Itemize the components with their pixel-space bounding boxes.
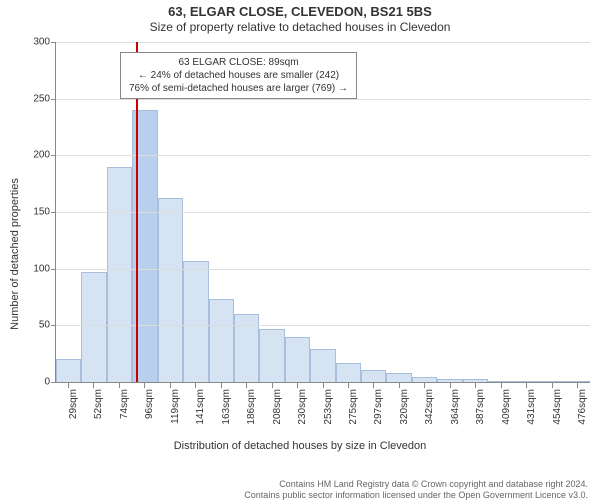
x-tick-mark	[373, 383, 374, 388]
histogram-bar	[285, 337, 310, 382]
footer-line-1: Contains HM Land Registry data © Crown c…	[244, 479, 588, 490]
histogram-bar	[310, 349, 335, 382]
x-tick-mark	[297, 383, 298, 388]
x-tick-label: 342sqm	[424, 389, 435, 425]
x-tick-label: 320sqm	[399, 389, 410, 425]
x-tick-mark	[399, 383, 400, 388]
footer-line-2: Contains public sector information licen…	[244, 490, 588, 501]
histogram-bar	[564, 381, 589, 382]
x-tick-mark	[552, 383, 553, 388]
x-tick-mark	[119, 383, 120, 388]
x-tick-mark	[144, 383, 145, 388]
info-line-subject: 63 ELGAR CLOSE: 89sqm	[129, 56, 348, 69]
histogram-bar	[209, 299, 234, 382]
x-tick-label: 208sqm	[272, 389, 283, 425]
x-tick-label: 141sqm	[195, 389, 206, 425]
x-tick-label: 186sqm	[246, 389, 257, 425]
y-axis-label: Number of detached properties	[9, 104, 21, 404]
x-tick-mark	[526, 383, 527, 388]
x-tick-label: 409sqm	[501, 389, 512, 425]
info-line-larger: 76% of semi-detached houses are larger (…	[129, 82, 348, 95]
x-tick-mark	[221, 383, 222, 388]
x-tick-label: 454sqm	[552, 389, 563, 425]
x-tick-label: 275sqm	[348, 389, 359, 425]
x-axis-label: Distribution of detached houses by size …	[0, 440, 600, 452]
histogram-bar	[158, 198, 183, 382]
info-callout-box: 63 ELGAR CLOSE: 89sqm ← 24% of detached …	[120, 52, 357, 99]
x-tick-label: 431sqm	[526, 389, 537, 425]
histogram-bar	[463, 379, 488, 382]
histogram-bar	[361, 370, 386, 382]
histogram-bar	[81, 272, 106, 382]
x-tick-mark	[93, 383, 94, 388]
histogram-bar	[488, 381, 513, 382]
histogram-bar	[107, 167, 132, 382]
x-tick-mark	[348, 383, 349, 388]
page-title: 63, ELGAR CLOSE, CLEVEDON, BS21 5BS	[0, 4, 600, 20]
x-tick-label: 364sqm	[450, 389, 461, 425]
x-tick-label: 29sqm	[68, 389, 79, 419]
x-tick-mark	[323, 383, 324, 388]
x-tick-label: 52sqm	[93, 389, 104, 419]
x-tick-mark	[424, 383, 425, 388]
x-tick-mark	[68, 383, 69, 388]
y-tick-label: 200	[33, 150, 56, 161]
x-tick-label: 119sqm	[170, 389, 181, 424]
x-tick-mark	[450, 383, 451, 388]
x-ticks-row: 29sqm 52sqm 74sqm 96sqm 119sqm 141sqm 163sqm 18…	[55, 383, 590, 438]
x-tick-mark	[195, 383, 196, 388]
y-tick-label: 250	[33, 93, 56, 104]
y-tick-label: 150	[33, 206, 56, 217]
x-tick-label: 96sqm	[144, 389, 155, 419]
histogram-bar	[259, 329, 284, 382]
x-tick-mark	[577, 383, 578, 388]
x-tick-mark	[170, 383, 171, 388]
histogram-bar	[514, 381, 539, 382]
footer-attribution: Contains HM Land Registry data © Crown c…	[244, 479, 588, 501]
histogram-bar	[183, 261, 208, 382]
x-tick-label: 253sqm	[323, 389, 334, 425]
histogram-bar	[412, 377, 437, 382]
histogram-bar	[437, 379, 462, 382]
page-subtitle: Size of property relative to detached ho…	[0, 20, 600, 34]
x-tick-label: 163sqm	[221, 389, 232, 425]
histogram-bar	[234, 314, 259, 382]
histogram-bar	[56, 359, 81, 382]
y-tick-label: 100	[33, 263, 56, 274]
histogram-bar	[336, 363, 361, 382]
x-tick-mark	[475, 383, 476, 388]
histogram-bar	[386, 373, 411, 382]
x-tick-label: 297sqm	[373, 389, 384, 425]
x-tick-label: 230sqm	[297, 389, 308, 425]
histogram-bar	[539, 381, 564, 382]
x-tick-label: 476sqm	[577, 389, 588, 425]
info-line-smaller: ← 24% of detached houses are smaller (24…	[129, 69, 348, 82]
y-tick-label: 300	[33, 36, 56, 47]
y-tick-label: 50	[39, 320, 56, 331]
x-tick-mark	[272, 383, 273, 388]
x-tick-label: 74sqm	[119, 389, 130, 419]
x-tick-mark	[246, 383, 247, 388]
x-tick-label: 387sqm	[475, 389, 486, 425]
x-tick-mark	[501, 383, 502, 388]
